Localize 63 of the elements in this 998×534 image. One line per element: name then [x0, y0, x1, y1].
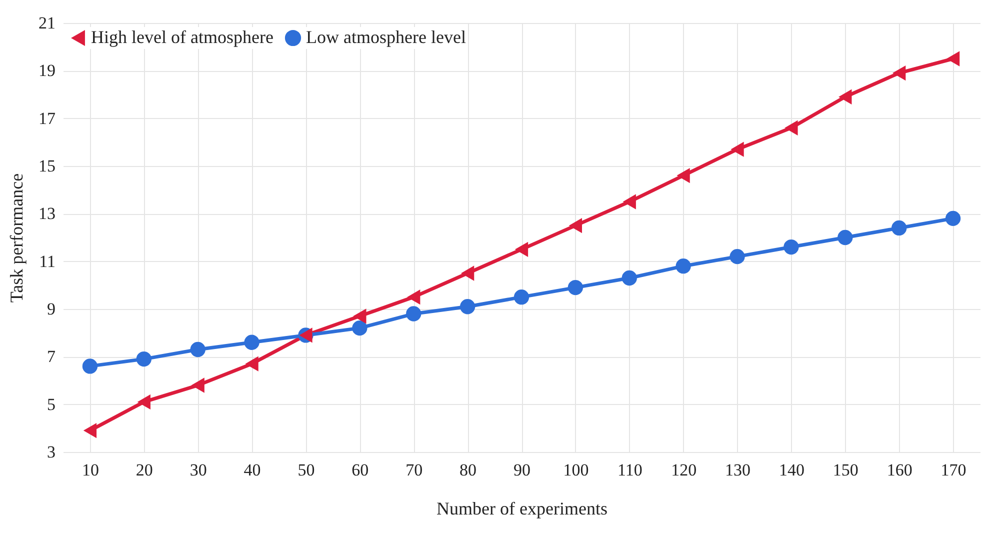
point — [407, 290, 420, 305]
y-tick-label: 11 — [39, 252, 56, 271]
point — [406, 306, 422, 322]
x-tick-label: 120 — [671, 460, 697, 480]
point — [245, 356, 258, 372]
point — [892, 220, 907, 236]
y-tick-label: 9 — [47, 300, 56, 318]
x-tick-label: 130 — [725, 460, 751, 480]
point — [82, 358, 98, 374]
point — [676, 258, 691, 274]
x-tick-label: 70 — [406, 460, 423, 480]
point — [514, 242, 528, 257]
x-tick-label: 150 — [832, 460, 858, 480]
point — [946, 51, 960, 66]
point — [136, 351, 152, 367]
y-tick-label: 21 — [38, 14, 56, 32]
point — [945, 210, 961, 226]
point — [622, 270, 637, 286]
y-tick-label: 13 — [38, 204, 56, 224]
x-tick-label: 40 — [244, 460, 261, 480]
x-tick-label: 110 — [617, 460, 642, 480]
point — [137, 394, 150, 410]
y-tick-label: 7 — [47, 347, 56, 366]
x-tick-label: 90 — [514, 460, 530, 480]
y-tick-label: 15 — [38, 156, 56, 176]
point — [892, 65, 906, 81]
point — [514, 290, 530, 305]
point — [191, 378, 204, 393]
point — [838, 230, 853, 246]
x-tick-label: 80 — [460, 460, 477, 480]
point — [83, 422, 97, 438]
y-tick-label: 5 — [47, 394, 56, 414]
x-tick-label: 20 — [136, 460, 153, 480]
point — [244, 334, 260, 350]
x-tick-label: 140 — [778, 460, 804, 480]
x-axis-title: Number of experiments — [436, 498, 608, 518]
point — [730, 142, 744, 157]
x-tick-label: 30 — [190, 460, 207, 480]
point — [784, 239, 799, 255]
legend-label: Low atmosphere level — [306, 27, 466, 47]
legend-label: High level of atmosphere — [91, 27, 274, 47]
point — [190, 342, 206, 358]
x-tick-label: 60 — [352, 460, 369, 480]
y-tick-label: 19 — [38, 61, 56, 80]
y-tick-label: 3 — [47, 442, 56, 462]
x-tick-label: 10 — [82, 460, 99, 480]
point — [568, 218, 582, 234]
point — [622, 194, 636, 210]
y-axis-title: Task performance — [6, 173, 26, 303]
x-tick-label: 50 — [298, 460, 315, 480]
point — [730, 249, 745, 264]
point — [838, 89, 852, 104]
point — [460, 299, 476, 314]
y-tick-label: 17 — [38, 108, 56, 128]
x-tick-label: 100 — [563, 460, 589, 480]
point — [460, 266, 474, 281]
x-tick-label: 170 — [940, 460, 966, 480]
point — [568, 280, 584, 296]
x-tick-label: 160 — [886, 460, 912, 480]
point — [784, 120, 798, 136]
point — [676, 168, 690, 184]
point — [353, 308, 366, 324]
point — [352, 320, 368, 336]
